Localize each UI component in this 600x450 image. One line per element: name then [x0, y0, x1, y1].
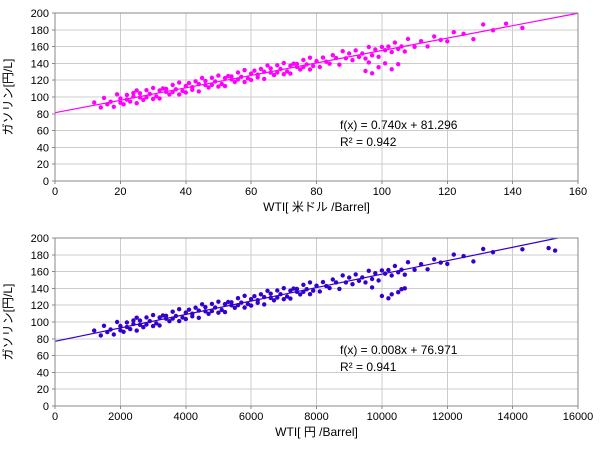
x-tick-label: 0 — [52, 186, 58, 198]
y-tick-label: 120 — [31, 75, 49, 87]
scatter-chart-wti-usd: 0 20 40 60 80 100 120 140 160 0 20 40 60 80 100 120 140 1… — [1, 8, 587, 214]
y-axis-tick-labels: 0 20 40 60 80 100 120 140 160 180 200 — [31, 8, 55, 188]
x-axis-tick-labels: 0 20 40 60 80 100 120 140 160 — [52, 181, 587, 198]
y-axis-title: ガソリン[円/L] — [1, 284, 15, 361]
y-tick-label: 200 — [31, 8, 49, 20]
trend-line — [54, 237, 558, 342]
y-tick-label: 160 — [31, 267, 49, 279]
equation-label: f(x) = 0.008x + 76.971 — [340, 343, 458, 357]
equation-label: f(x) = 0.740x + 81.296 — [340, 118, 458, 132]
y-tick-label: 60 — [37, 126, 49, 138]
x-tick-label: 120 — [438, 186, 456, 198]
y-tick-label: 0 — [43, 401, 49, 413]
r-squared-label: R² = 0.941 — [340, 360, 397, 374]
x-tick-label: 0 — [52, 411, 58, 423]
scatter-chart-wti-yen: 0 2000 4000 6000 8000 10000 12000 14000 16000 0 20… — [0, 225, 600, 450]
y-tick-label: 180 — [31, 25, 49, 37]
y-tick-label: 120 — [31, 300, 49, 312]
x-axis-title: WTI[ 米ドル /Barrel] — [263, 200, 370, 214]
x-tick-label: 100 — [373, 186, 391, 198]
grid-lines — [54, 237, 579, 407]
scatter-chart-wti-usd-svg: 0 20 40 60 80 100 120 140 160 0 20 40 60 80 100 120 140 1… — [1, 8, 587, 214]
x-tick-label: 80 — [310, 186, 322, 198]
x-tick-label: 12000 — [432, 411, 463, 423]
x-tick-label: 10000 — [367, 411, 398, 423]
y-tick-label: 80 — [37, 109, 49, 121]
scatter-points — [92, 245, 558, 338]
y-tick-label: 200 — [31, 233, 49, 245]
y-tick-label: 20 — [37, 159, 49, 171]
x-tick-label: 60 — [245, 186, 257, 198]
y-tick-label: 160 — [31, 42, 49, 54]
x-tick-label: 140 — [503, 186, 521, 198]
y-tick-label: 180 — [31, 250, 49, 262]
x-axis-tick-labels: 0 2000 4000 6000 8000 10000 12000 14000 16000 — [52, 406, 593, 423]
y-tick-label: 140 — [31, 58, 49, 70]
y-axis-title: ガソリン[円/L] — [1, 59, 15, 136]
x-tick-label: 40 — [180, 186, 192, 198]
x-tick-label: 4000 — [174, 411, 198, 423]
x-tick-label: 16000 — [563, 411, 594, 423]
x-tick-label: 2000 — [108, 411, 132, 423]
r-squared-label: R² = 0.942 — [340, 135, 397, 149]
y-axis-tick-labels: 0 20 40 60 80 100 120 140 160 180 200 — [31, 233, 55, 413]
y-tick-label: 60 — [37, 351, 49, 363]
y-tick-label: 140 — [31, 283, 49, 295]
y-tick-label: 40 — [37, 142, 49, 154]
y-tick-label: 100 — [31, 92, 49, 104]
scatter-chart-wti-yen-svg: 0 2000 4000 6000 8000 10000 12000 14000 16000 0 20… — [1, 233, 593, 439]
y-tick-label: 100 — [31, 317, 49, 329]
scatter-points — [92, 21, 525, 110]
trend-line — [54, 12, 579, 114]
y-tick-label: 40 — [37, 367, 49, 379]
x-tick-label: 8000 — [304, 411, 328, 423]
x-axis-title: WTI[ 円 /Barrel] — [275, 425, 358, 439]
y-tick-label: 20 — [37, 384, 49, 396]
x-tick-label: 20 — [114, 186, 126, 198]
y-tick-label: 80 — [37, 334, 49, 346]
x-tick-label: 160 — [569, 186, 587, 198]
y-tick-label: 0 — [43, 176, 49, 188]
x-tick-label: 6000 — [239, 411, 263, 423]
x-tick-label: 14000 — [497, 411, 528, 423]
